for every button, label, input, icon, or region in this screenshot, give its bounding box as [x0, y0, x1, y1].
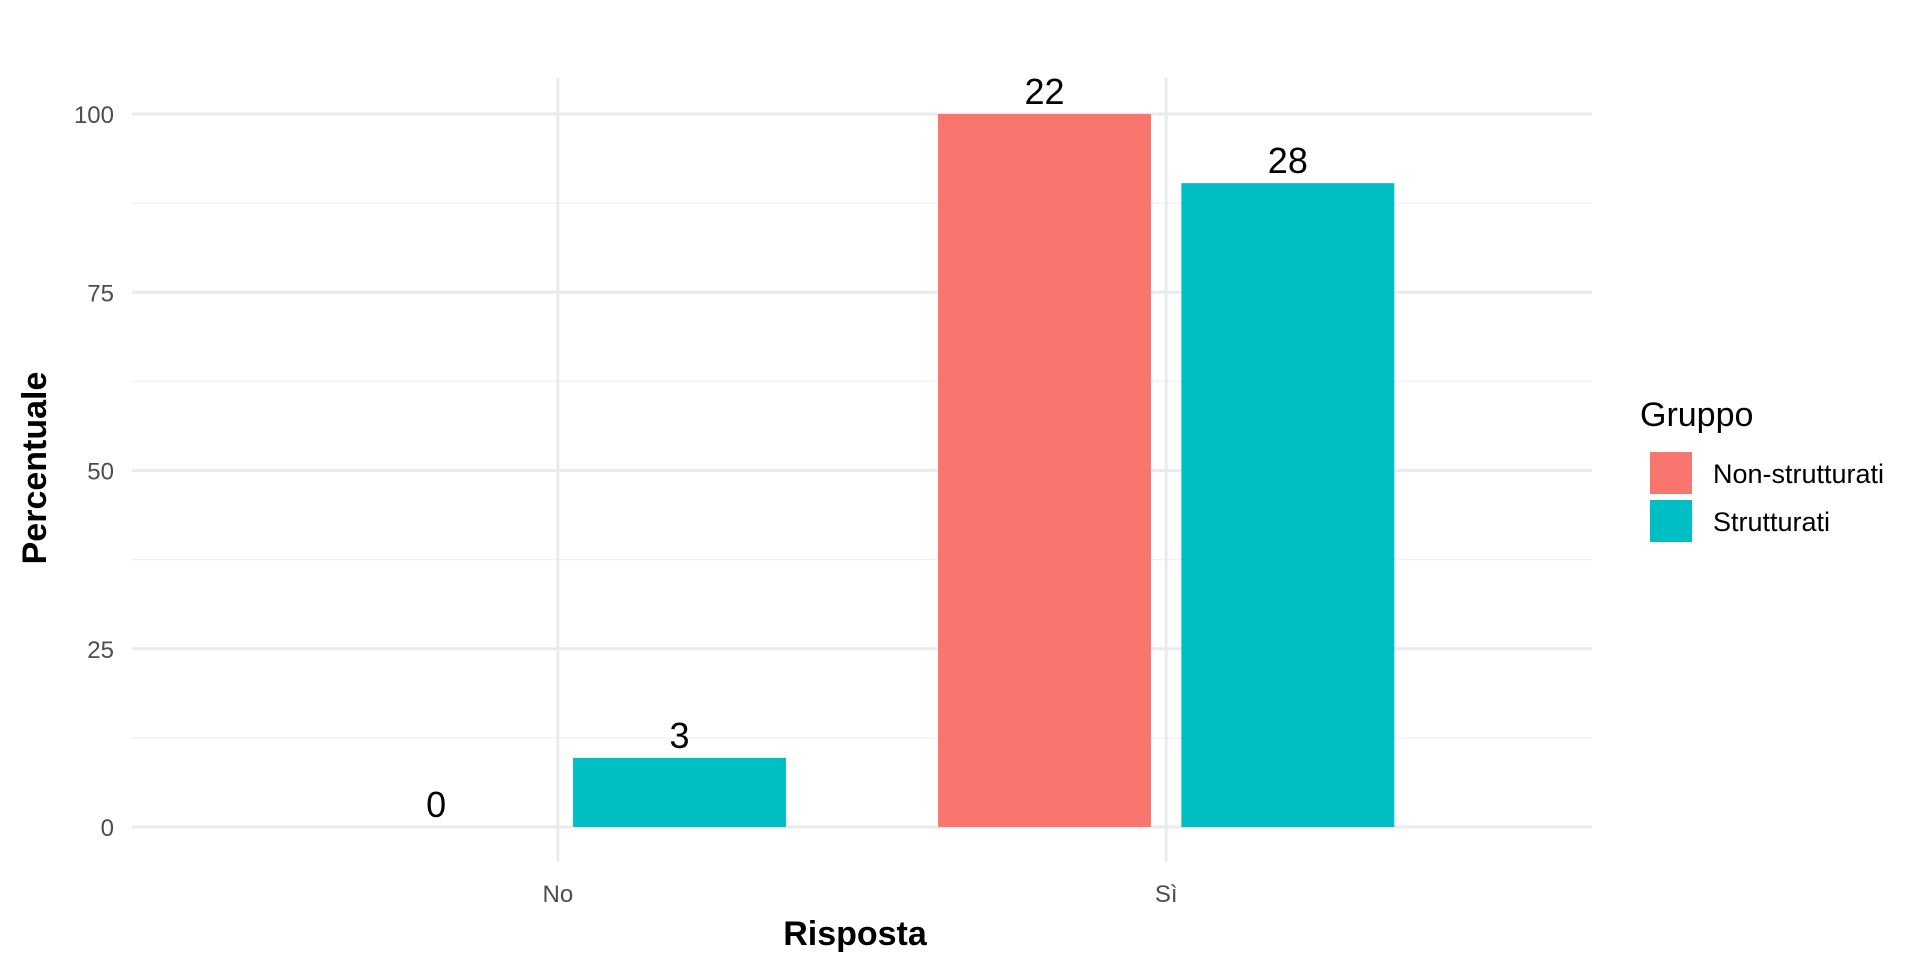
bar: [1181, 183, 1395, 827]
x-tick-label: No: [542, 881, 573, 908]
major-gridlines: [132, 78, 1592, 862]
bar-labels: 0 22 3 28: [426, 71, 1308, 825]
legend-swatch: [1650, 500, 1692, 542]
x-tick-label: Sì: [1155, 881, 1178, 908]
y-axis-title: Percentuale: [16, 372, 54, 565]
legend-swatch: [1650, 452, 1692, 494]
bars: [573, 114, 1395, 827]
y-tick-label: 0: [101, 815, 114, 842]
legend-title: Gruppo: [1640, 396, 1753, 434]
bar-value-label: 22: [1024, 71, 1064, 112]
bar-value-label: 28: [1268, 140, 1308, 181]
bar-value-label: 0: [426, 784, 446, 825]
x-axis-title: Risposta: [783, 915, 928, 953]
legend-label: Non-strutturati: [1713, 459, 1884, 489]
bar-value-label: 3: [669, 715, 689, 756]
legend: Gruppo Non-strutturati Strutturati: [1640, 396, 1884, 542]
bar: [938, 114, 1151, 827]
x-axis-ticks: No Sì: [542, 881, 1177, 908]
bar: [573, 757, 786, 827]
y-tick-label: 100: [74, 102, 114, 129]
y-tick-label: 25: [87, 637, 114, 664]
y-tick-label: 75: [87, 280, 114, 307]
y-axis-ticks: 0 25 50 75 100: [74, 102, 114, 842]
y-tick-label: 50: [87, 459, 114, 486]
legend-items: Non-strutturati Strutturati: [1650, 452, 1884, 542]
legend-label: Strutturati: [1713, 507, 1830, 537]
